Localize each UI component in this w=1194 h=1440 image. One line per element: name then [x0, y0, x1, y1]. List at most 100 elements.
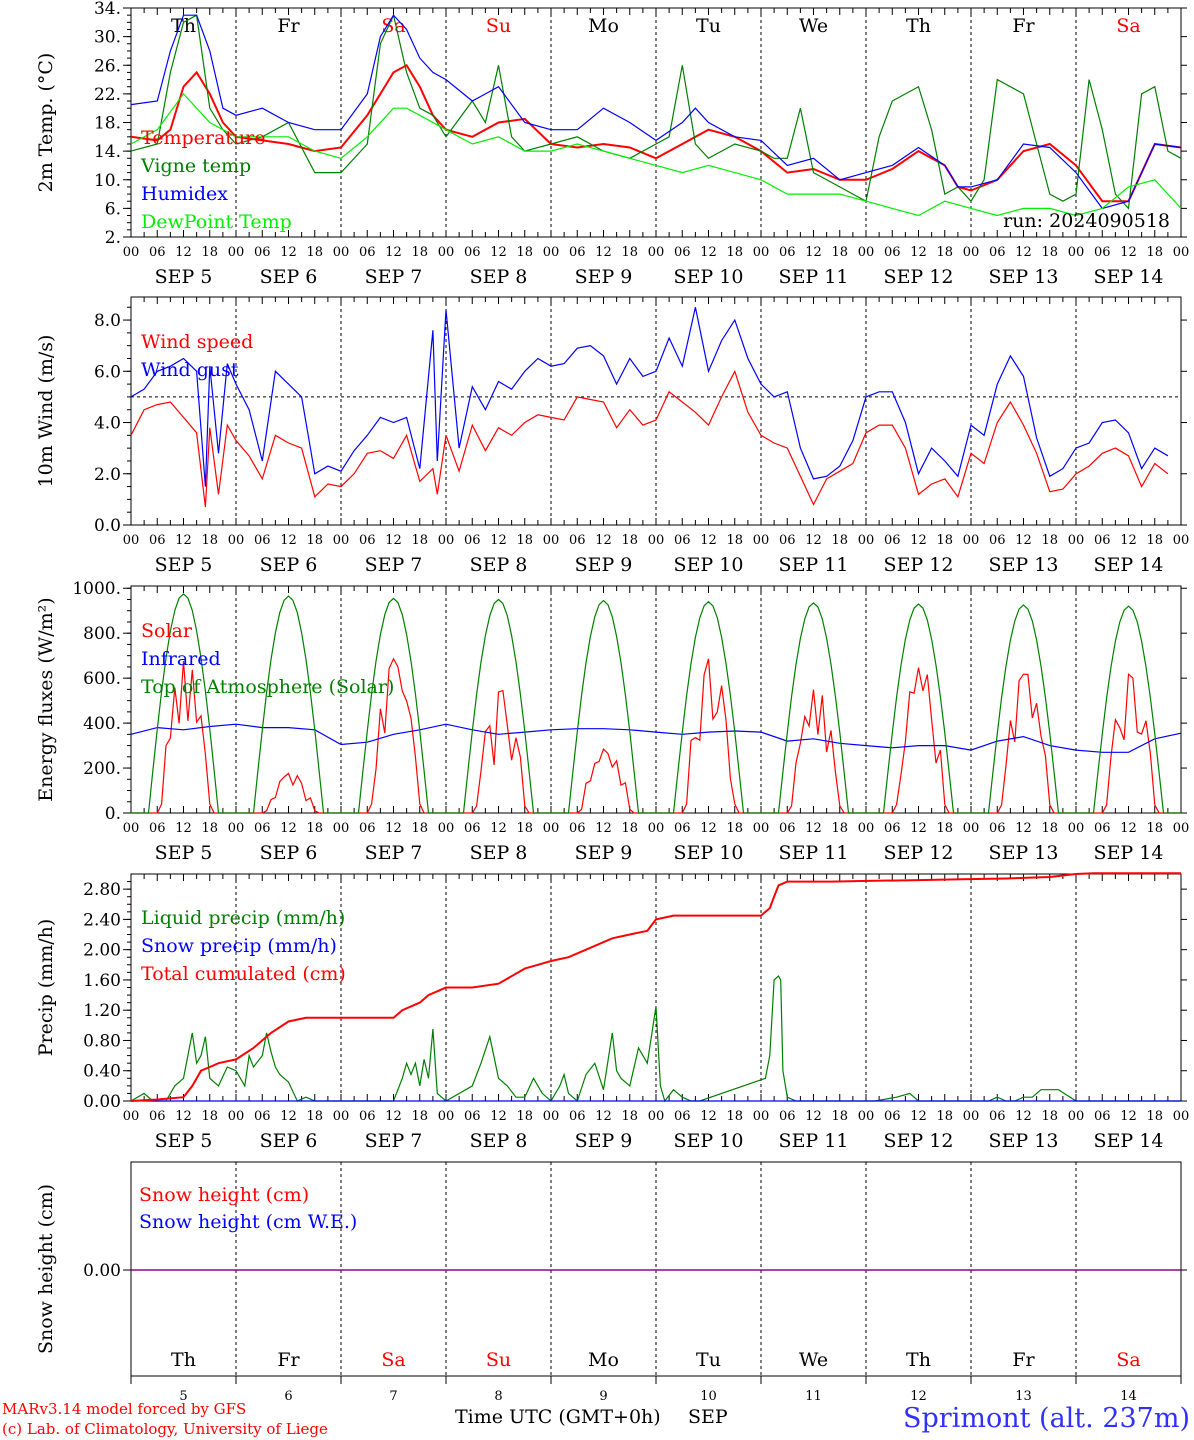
date-label: SEP 12 — [884, 1130, 954, 1152]
y-tick-label: 0.00 — [83, 1261, 121, 1281]
hour-tick-label: 00 — [963, 1109, 980, 1124]
hour-tick-label: 12 — [595, 1109, 612, 1124]
hour-tick-label: 12 — [910, 533, 927, 548]
weekday-label: We — [799, 1349, 828, 1371]
hour-tick-label: 00 — [753, 533, 770, 548]
hour-tick-label: 18 — [936, 1109, 953, 1124]
y-tick-label: 1.60 — [83, 971, 121, 991]
date-label: SEP 9 — [575, 842, 633, 864]
hour-tick-label: 06 — [674, 245, 691, 260]
series-line-top-of-atmosphere-solar- — [131, 593, 1181, 814]
hour-tick-label: 18 — [1041, 245, 1058, 260]
hour-tick-label: 06 — [464, 1109, 481, 1124]
legend-entry: Liquid precip (mm/h) — [141, 907, 345, 929]
hour-tick-label: 18 — [936, 533, 953, 548]
hour-tick-label: 00 — [753, 821, 770, 836]
y-tick-label: 10. — [94, 171, 121, 191]
hour-tick-label: 12 — [385, 1109, 402, 1124]
hour-tick-label: 00 — [1068, 1109, 1085, 1124]
hour-tick-label: 18 — [306, 821, 323, 836]
hour-tick-label: 18 — [831, 533, 848, 548]
hour-tick-label: 12 — [490, 245, 507, 260]
hour-tick-label: 18 — [411, 245, 428, 260]
date-label: SEP 14 — [1094, 266, 1164, 288]
date-label: SEP 12 — [884, 554, 954, 576]
hour-tick-label: 06 — [1094, 533, 1111, 548]
date-label: SEP 10 — [674, 554, 744, 576]
hour-tick-label: 12 — [910, 1109, 927, 1124]
date-label: SEP 7 — [365, 842, 423, 864]
weekday-label: Sa — [381, 1349, 405, 1371]
y-tick-label: 400. — [83, 714, 121, 734]
day-number-label: 13 — [1015, 1389, 1032, 1404]
day-number-label: 5 — [179, 1389, 187, 1404]
hour-tick-label: 06 — [989, 533, 1006, 548]
y-tick-label: 200. — [83, 759, 121, 779]
legend-entry: Humidex — [141, 183, 228, 205]
day-number-label: 14 — [1120, 1389, 1137, 1404]
date-label: SEP 11 — [779, 266, 849, 288]
hour-tick-label: 06 — [884, 533, 901, 548]
y-tick-label: 0.00 — [83, 1092, 121, 1112]
hour-tick-label: 06 — [674, 1109, 691, 1124]
date-label: SEP 13 — [989, 842, 1059, 864]
date-label: SEP 6 — [260, 842, 318, 864]
hour-tick-label: 12 — [700, 821, 717, 836]
hour-tick-label: 18 — [1041, 1109, 1058, 1124]
hour-tick-label: 12 — [700, 1109, 717, 1124]
hour-tick-label: 12 — [1120, 533, 1137, 548]
hour-tick-label: 00 — [1173, 533, 1190, 548]
hour-tick-label: 18 — [1146, 821, 1163, 836]
date-label: SEP 6 — [260, 1130, 318, 1152]
hour-tick-label: 00 — [1068, 533, 1085, 548]
y-tick-label: 2. — [105, 228, 121, 248]
y-tick-label: 8.0 — [94, 311, 121, 331]
legend-entry: Wind gust — [141, 359, 239, 381]
day-number-label: 7 — [389, 1389, 397, 1404]
y-axis-label: Snow height (cm) — [35, 1184, 57, 1354]
legend-entry: Infrared — [141, 648, 221, 670]
date-label: SEP 10 — [674, 1130, 744, 1152]
hour-tick-label: 00 — [858, 533, 875, 548]
hour-tick-label: 06 — [254, 1109, 271, 1124]
hour-tick-label: 00 — [1068, 245, 1085, 260]
date-label: SEP 14 — [1094, 1130, 1164, 1152]
hour-tick-label: 06 — [359, 245, 376, 260]
hour-tick-label: 06 — [464, 821, 481, 836]
hour-tick-label: 12 — [385, 245, 402, 260]
hour-tick-label: 12 — [1015, 245, 1032, 260]
hour-tick-label: 18 — [1041, 533, 1058, 548]
date-label: SEP 5 — [155, 1130, 213, 1152]
hour-tick-label: 12 — [490, 533, 507, 548]
legend-entry: Wind speed — [141, 331, 253, 353]
date-label: SEP 13 — [989, 1130, 1059, 1152]
panel-1: 2. 6. 10. 14. 18. 22. 26. 30. 34. 2m Temp. (°C) Th… — [35, 0, 1189, 288]
hour-tick-label: 06 — [569, 821, 586, 836]
hour-tick-label: 12 — [1015, 533, 1032, 548]
hour-tick-label: 12 — [910, 245, 927, 260]
date-label: SEP 8 — [470, 1130, 528, 1152]
hour-tick-label: 00 — [438, 245, 455, 260]
day-number-label: 12 — [910, 1389, 927, 1404]
date-label: SEP 12 — [884, 842, 954, 864]
date-label: SEP 8 — [470, 266, 528, 288]
hour-tick-label: 00 — [228, 821, 245, 836]
hour-tick-label: 18 — [306, 533, 323, 548]
legend-entry: Vigne temp — [140, 155, 251, 177]
hour-tick-label: 06 — [359, 533, 376, 548]
date-label: SEP 13 — [989, 554, 1059, 576]
legend-entry: Total cumulated (cm) — [141, 963, 346, 985]
hour-tick-label: 00 — [438, 533, 455, 548]
date-label: SEP 6 — [260, 266, 318, 288]
date-label: SEP 10 — [674, 842, 744, 864]
y-tick-label: 4.0 — [94, 414, 121, 434]
hour-tick-label: 06 — [569, 533, 586, 548]
hour-tick-label: 06 — [254, 245, 271, 260]
y-axis-label: 10m Wind (m/s) — [35, 335, 57, 488]
legend-entry: Snow precip (mm/h) — [141, 935, 337, 957]
hour-tick-label: 18 — [516, 533, 533, 548]
date-label: SEP 8 — [470, 842, 528, 864]
date-label: SEP 5 — [155, 842, 213, 864]
hour-tick-label: 00 — [648, 245, 665, 260]
